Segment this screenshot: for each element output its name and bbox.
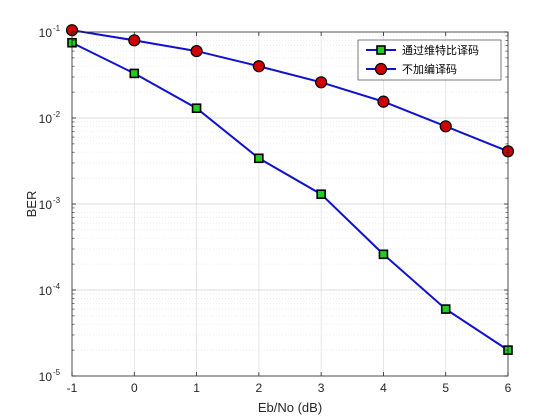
data-point bbox=[191, 103, 202, 114]
y-tick-exponent: -4 bbox=[53, 282, 61, 291]
y-tick-exponent: -5 bbox=[53, 368, 61, 377]
data-point bbox=[254, 153, 264, 164]
data-point bbox=[315, 76, 328, 89]
data-point bbox=[129, 68, 140, 79]
y-tick-label: 10 bbox=[39, 198, 53, 212]
x-tick-label: 0 bbox=[131, 381, 138, 395]
data-point bbox=[378, 249, 389, 260]
data-point bbox=[439, 120, 452, 133]
y-tick-label: 10 bbox=[39, 284, 53, 298]
y-tick-label: 10 bbox=[39, 370, 53, 384]
x-tick-label: 6 bbox=[505, 381, 512, 395]
legend-entry: 通过维特比译码 bbox=[366, 43, 479, 57]
data-point bbox=[316, 189, 326, 200]
legend-marker bbox=[376, 45, 386, 55]
y-tick-exponent: -1 bbox=[53, 24, 61, 33]
legend-label: 通过维特比译码 bbox=[402, 43, 479, 57]
x-axis-label: Eb/No (dB) bbox=[258, 400, 322, 415]
ticks: -1 0 1 2 3 4 5 610-110-210-310-410-5 bbox=[39, 24, 512, 395]
series-1 bbox=[65, 24, 515, 158]
legend-label: 不加编译码 bbox=[402, 62, 457, 76]
data-point bbox=[252, 60, 265, 73]
y-axis-label: BER bbox=[24, 191, 39, 218]
x-tick-label: -1 bbox=[67, 381, 78, 395]
x-tick-label: 1 bbox=[193, 381, 200, 395]
data-point bbox=[440, 304, 451, 314]
data-point bbox=[190, 44, 203, 58]
x-tick-label: 2 bbox=[256, 381, 263, 395]
y-tick-label: 10 bbox=[39, 26, 53, 40]
y-tick-exponent: -3 bbox=[53, 196, 61, 205]
x-tick-label: 4 bbox=[380, 381, 387, 395]
y-tick-label: 10 bbox=[39, 112, 53, 126]
x-tick-label: 3 bbox=[318, 381, 325, 395]
x-tick-label: 5 bbox=[442, 381, 449, 395]
series-line bbox=[71, 41, 509, 351]
data-point bbox=[128, 34, 141, 47]
data-point bbox=[377, 95, 390, 108]
legend-entry: 不加编译码 bbox=[366, 62, 457, 76]
legend-marker bbox=[374, 62, 388, 76]
series-line bbox=[71, 29, 509, 153]
y-tick-exponent: -2 bbox=[53, 110, 61, 119]
